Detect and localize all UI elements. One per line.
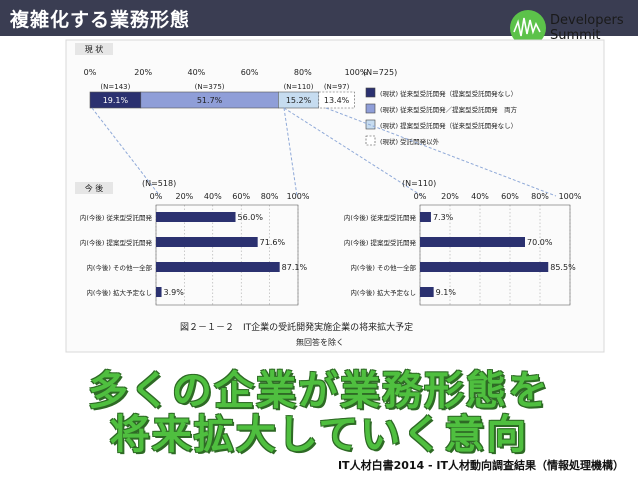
plot-area	[419, 204, 571, 306]
bar-category-label: 内(今後) 提案型受託開発	[344, 238, 417, 247]
bar-value-label: 70.0%	[527, 238, 553, 247]
top-chart-segment-n-label: (N=97)	[324, 83, 350, 91]
bar-value-label: 56.0%	[238, 213, 264, 222]
panel-label-current: 現 状	[85, 44, 104, 54]
plot-area	[155, 204, 299, 306]
connector-lines	[91, 107, 557, 197]
top-chart-value-label: 13.4%	[324, 96, 350, 105]
bar-category-label: 内(今後) 提案型受託開発	[80, 238, 153, 247]
bar	[156, 287, 162, 297]
top-chart-value-label: 51.7%	[197, 96, 223, 105]
top-chart-n-total: (N=725)	[363, 68, 397, 77]
panel-label-box-future	[75, 182, 113, 194]
bar-value-label: 85.5%	[550, 263, 576, 272]
top-chart-tick-label: 40%	[188, 68, 206, 77]
bar-value-label: 71.6%	[260, 238, 286, 247]
top-chart-tick-label: 80%	[294, 68, 312, 77]
bar	[420, 287, 434, 297]
bar	[156, 212, 236, 222]
headline-line-2: 将来拡大していく意向	[109, 412, 529, 458]
bar-chart-tick-label: 20%	[441, 192, 459, 201]
top-chart-tick-label: 60%	[241, 68, 259, 77]
bar-category-label: 内(今後) その他一全部	[350, 263, 416, 272]
bar-value-label: 9.1%	[436, 288, 457, 297]
bar-chart-tick-label: 80%	[261, 192, 279, 201]
bar-category-label: 内(今後) 拡大予定なし	[350, 288, 416, 297]
legend-label: (現状) 提案型受託開発（従来型受託開発なし）	[380, 121, 517, 130]
bar	[156, 262, 280, 272]
left-chart-n: (N=518)	[142, 179, 176, 188]
bar-value-label: 87.1%	[282, 263, 308, 272]
bar-category-label: 内(今後) 拡大予定なし	[86, 288, 152, 297]
bar	[420, 237, 525, 247]
legend-label: (現状) 受託開発以外	[380, 137, 440, 146]
bar-chart-tick-label: 60%	[232, 192, 250, 201]
legend-swatch	[365, 135, 376, 146]
bar-chart-tick-label: 100%	[559, 192, 582, 201]
bar-category-label: 内(今後) 従来型受託開発	[344, 213, 417, 222]
top-chart-segment-n-label: (N=110)	[284, 83, 314, 91]
bar-chart-tick-label: 60%	[501, 192, 519, 201]
bar	[156, 237, 258, 247]
source-citation: IT人材白書2014 - IT人材動向調査結果（情報処理機構）	[337, 459, 624, 472]
bar-value-label: 3.9%	[164, 288, 185, 297]
bar-chart-tick-label: 0%	[414, 192, 427, 201]
bar-chart-tick-label: 40%	[471, 192, 489, 201]
top-chart-tick-label: 0%	[84, 68, 97, 77]
top-chart-tick-label: 100%	[345, 68, 368, 77]
bar-category-label: 内(今後) 従来型受託開発	[80, 213, 153, 222]
left-bar-chart: 0% 20% 40% 60% 80% 100% 内(今後) 従来型受託開発 56.0% 内(今後…	[80, 192, 310, 306]
bar	[420, 262, 549, 272]
panel-label-future: 今 後	[85, 183, 104, 193]
slide-title: 複雑化する業務形態	[10, 9, 191, 31]
legend-swatch	[365, 87, 376, 98]
logo-line-summit: Summit	[550, 28, 601, 43]
bar-value-label: 7.3%	[433, 213, 454, 222]
bar-chart-tick-label: 20%	[176, 192, 194, 201]
logo-line-developers: Developers	[550, 13, 624, 28]
right-chart-n: (N=110)	[402, 179, 436, 188]
bar-category-label: 内(今後) その他一全部	[86, 263, 152, 272]
top-chart-segment	[318, 91, 355, 109]
panel-label-box-current	[75, 43, 113, 55]
top-chart-stacked-bar	[89, 91, 355, 109]
figure-note: 無回答を除く	[296, 337, 344, 347]
top-chart-segment-n-label: (N=375)	[195, 83, 225, 91]
top-chart-segment-n-labels: (N=143) (N=375) (N=110) (N=97)	[100, 83, 349, 91]
top-chart-tick-labels: 0% 20% 40% 60% 80% 100%	[84, 68, 368, 77]
top-chart-value-label: 15.2%	[286, 96, 312, 105]
figure-caption: 図２－１－２ IT企業の受託開発実施企業の将来拡大予定	[180, 321, 413, 333]
top-chart-value-labels: 19.1% 51.7% 15.2% 13.4%	[103, 96, 350, 105]
headline-line-1: 多くの企業が業務形態を	[88, 368, 550, 414]
legend-label: (現状) 従来型受託開発／提案型受託開発 両方	[380, 105, 518, 114]
top-chart-segment-n-label: (N=143)	[100, 83, 130, 91]
top-chart-tick-label: 20%	[134, 68, 152, 77]
bar-chart-tick-label: 80%	[531, 192, 549, 201]
right-bar-chart: 0% 20% 40% 60% 80% 100% 内(今後) 従来型受託開発 7.3% 内(今後)…	[344, 192, 582, 306]
bar-chart-tick-label: 40%	[204, 192, 222, 201]
legend-label: (現状) 従来型受託開発（提案型受託開発なし）	[380, 89, 517, 98]
bar	[420, 212, 431, 222]
bar-chart-tick-label: 0%	[150, 192, 163, 201]
bar-chart-tick-label: 100%	[287, 192, 310, 201]
top-chart-value-label: 19.1%	[103, 96, 129, 105]
legend-swatch	[365, 103, 376, 114]
